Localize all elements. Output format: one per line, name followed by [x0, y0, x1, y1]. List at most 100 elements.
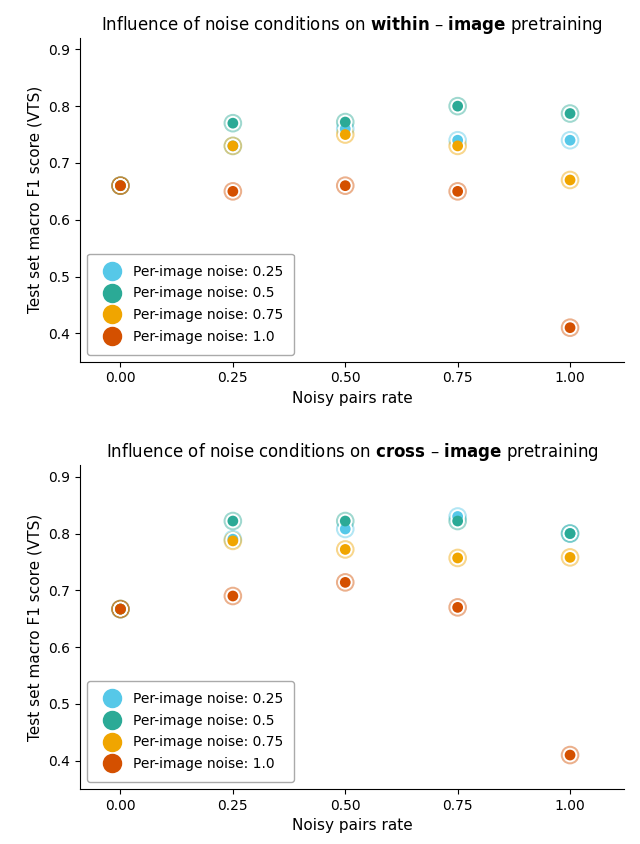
Point: [452, 551, 463, 565]
Title: Influence of noise conditions on ⁠$\bf{within}$⁠ – $\bf{image}$ pretraining: Influence of noise conditions on ⁠$\bf{w…: [101, 14, 603, 35]
Point: [228, 116, 238, 130]
Y-axis label: Test set macro F1 score (VTS): Test set macro F1 score (VTS): [28, 86, 43, 313]
Point: [115, 179, 125, 192]
Point: [115, 603, 125, 616]
Point: [452, 133, 463, 147]
Point: [228, 185, 238, 198]
Y-axis label: Test set macro F1 score (VTS): Test set macro F1 score (VTS): [28, 514, 43, 741]
Point: [565, 321, 575, 334]
Point: [115, 179, 125, 192]
Point: [340, 116, 350, 129]
Point: [452, 551, 463, 565]
Point: [452, 100, 463, 113]
Point: [340, 127, 350, 141]
Point: [340, 576, 350, 589]
Point: [452, 185, 463, 198]
Point: [340, 576, 350, 589]
Point: [452, 514, 463, 528]
Point: [565, 321, 575, 334]
Point: [340, 514, 350, 528]
Point: [452, 601, 463, 614]
Point: [115, 179, 125, 192]
Point: [452, 551, 463, 565]
Point: [228, 589, 238, 603]
Point: [452, 139, 463, 153]
Point: [452, 514, 463, 528]
Point: [452, 185, 463, 198]
Point: [565, 133, 575, 147]
Point: [115, 603, 125, 616]
Point: [340, 543, 350, 556]
Point: [228, 139, 238, 153]
Point: [228, 533, 238, 546]
Point: [115, 603, 125, 616]
Point: [565, 527, 575, 540]
Point: [115, 179, 125, 192]
Point: [565, 107, 575, 121]
Point: [452, 133, 463, 147]
Point: [115, 603, 125, 616]
Point: [565, 749, 575, 762]
Point: [115, 603, 125, 616]
Legend: Per-image noise: 0.25, Per-image noise: 0.5, Per-image noise: 0.75, Per-image no: Per-image noise: 0.25, Per-image noise: …: [87, 254, 294, 354]
Point: [565, 173, 575, 187]
Point: [452, 139, 463, 153]
Point: [228, 589, 238, 603]
Point: [115, 179, 125, 192]
Point: [452, 601, 463, 614]
Point: [565, 173, 575, 187]
Point: [228, 514, 238, 528]
Legend: Per-image noise: 0.25, Per-image noise: 0.5, Per-image noise: 0.75, Per-image no: Per-image noise: 0.25, Per-image noise: …: [87, 681, 294, 782]
Point: [228, 139, 238, 153]
Point: [340, 122, 350, 136]
Point: [565, 550, 575, 564]
Point: [340, 116, 350, 129]
Point: [115, 603, 125, 616]
Point: [115, 179, 125, 192]
Point: [115, 179, 125, 192]
Point: [452, 139, 463, 153]
Point: [115, 603, 125, 616]
Point: [228, 534, 238, 548]
Point: [452, 510, 463, 523]
Point: [340, 522, 350, 536]
Point: [340, 514, 350, 528]
Point: [565, 133, 575, 147]
Point: [228, 534, 238, 548]
Title: Influence of noise conditions on ⁠$\bf{cross}$⁠ – $\bf{image}$ pretraining: Influence of noise conditions on ⁠$\bf{c…: [106, 441, 598, 463]
Point: [340, 179, 350, 192]
Point: [228, 116, 238, 130]
Point: [565, 173, 575, 187]
Point: [228, 116, 238, 130]
Point: [340, 522, 350, 536]
Point: [228, 185, 238, 198]
Point: [228, 514, 238, 528]
Point: [565, 527, 575, 540]
Point: [228, 139, 238, 153]
Point: [565, 550, 575, 564]
Point: [115, 603, 125, 616]
Point: [565, 527, 575, 540]
Point: [228, 533, 238, 546]
Point: [565, 133, 575, 147]
Point: [228, 139, 238, 153]
Point: [340, 116, 350, 129]
Point: [115, 179, 125, 192]
Point: [340, 576, 350, 589]
Point: [565, 107, 575, 121]
Point: [115, 603, 125, 616]
Point: [565, 749, 575, 762]
Point: [228, 139, 238, 153]
Point: [228, 533, 238, 546]
Point: [452, 133, 463, 147]
Point: [452, 514, 463, 528]
Point: [340, 122, 350, 136]
Point: [115, 179, 125, 192]
Point: [115, 603, 125, 616]
Point: [452, 601, 463, 614]
Point: [340, 179, 350, 192]
Point: [115, 179, 125, 192]
Point: [565, 321, 575, 334]
Point: [565, 550, 575, 564]
Point: [228, 139, 238, 153]
